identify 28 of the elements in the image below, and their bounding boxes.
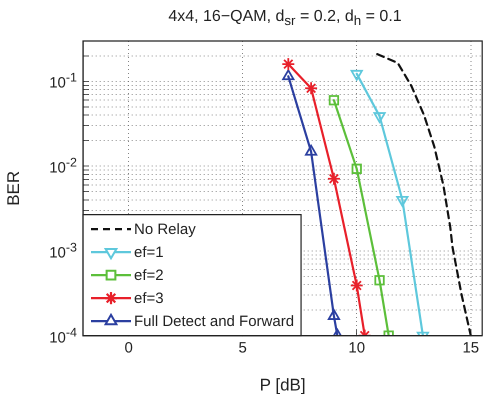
legend-label: ef=3 [134,290,164,308]
point [352,164,362,174]
x-tick-label: 0 [124,340,133,357]
y-tick-label: 10$^{-2}$ [48,156,77,177]
x-tick-label: 15 [462,340,480,357]
x-tick-label: 10 [348,340,366,357]
point [374,275,385,286]
legend-label: Full Detect and Forward [134,313,294,330]
chart-title: 4x4, 16−QAM, d$_{sr}$ = 0.2, d$_{h}$ = 0.1 [167,8,403,28]
y-tick-label: 10$^{-3}$ [48,240,77,262]
legend-label: ef=1 [134,244,164,262]
point [350,70,363,81]
point [281,57,296,72]
point [373,112,386,123]
legend-label: No Relay [134,221,196,238]
point [350,278,364,292]
point [328,309,340,320]
x-tick-label: 5 [238,340,247,357]
legend-label: ef=2 [134,267,164,284]
y-tick-label: 10$^{-4}$ [48,325,77,346]
point [328,95,340,106]
y-axis-title: BER [4,170,23,206]
line-series [376,53,472,336]
point [304,81,318,96]
point [305,144,318,156]
point [327,172,341,186]
y-tick-label: 10$^{-1}$ [48,70,77,92]
x-axis-title: P [dB] [260,375,306,394]
